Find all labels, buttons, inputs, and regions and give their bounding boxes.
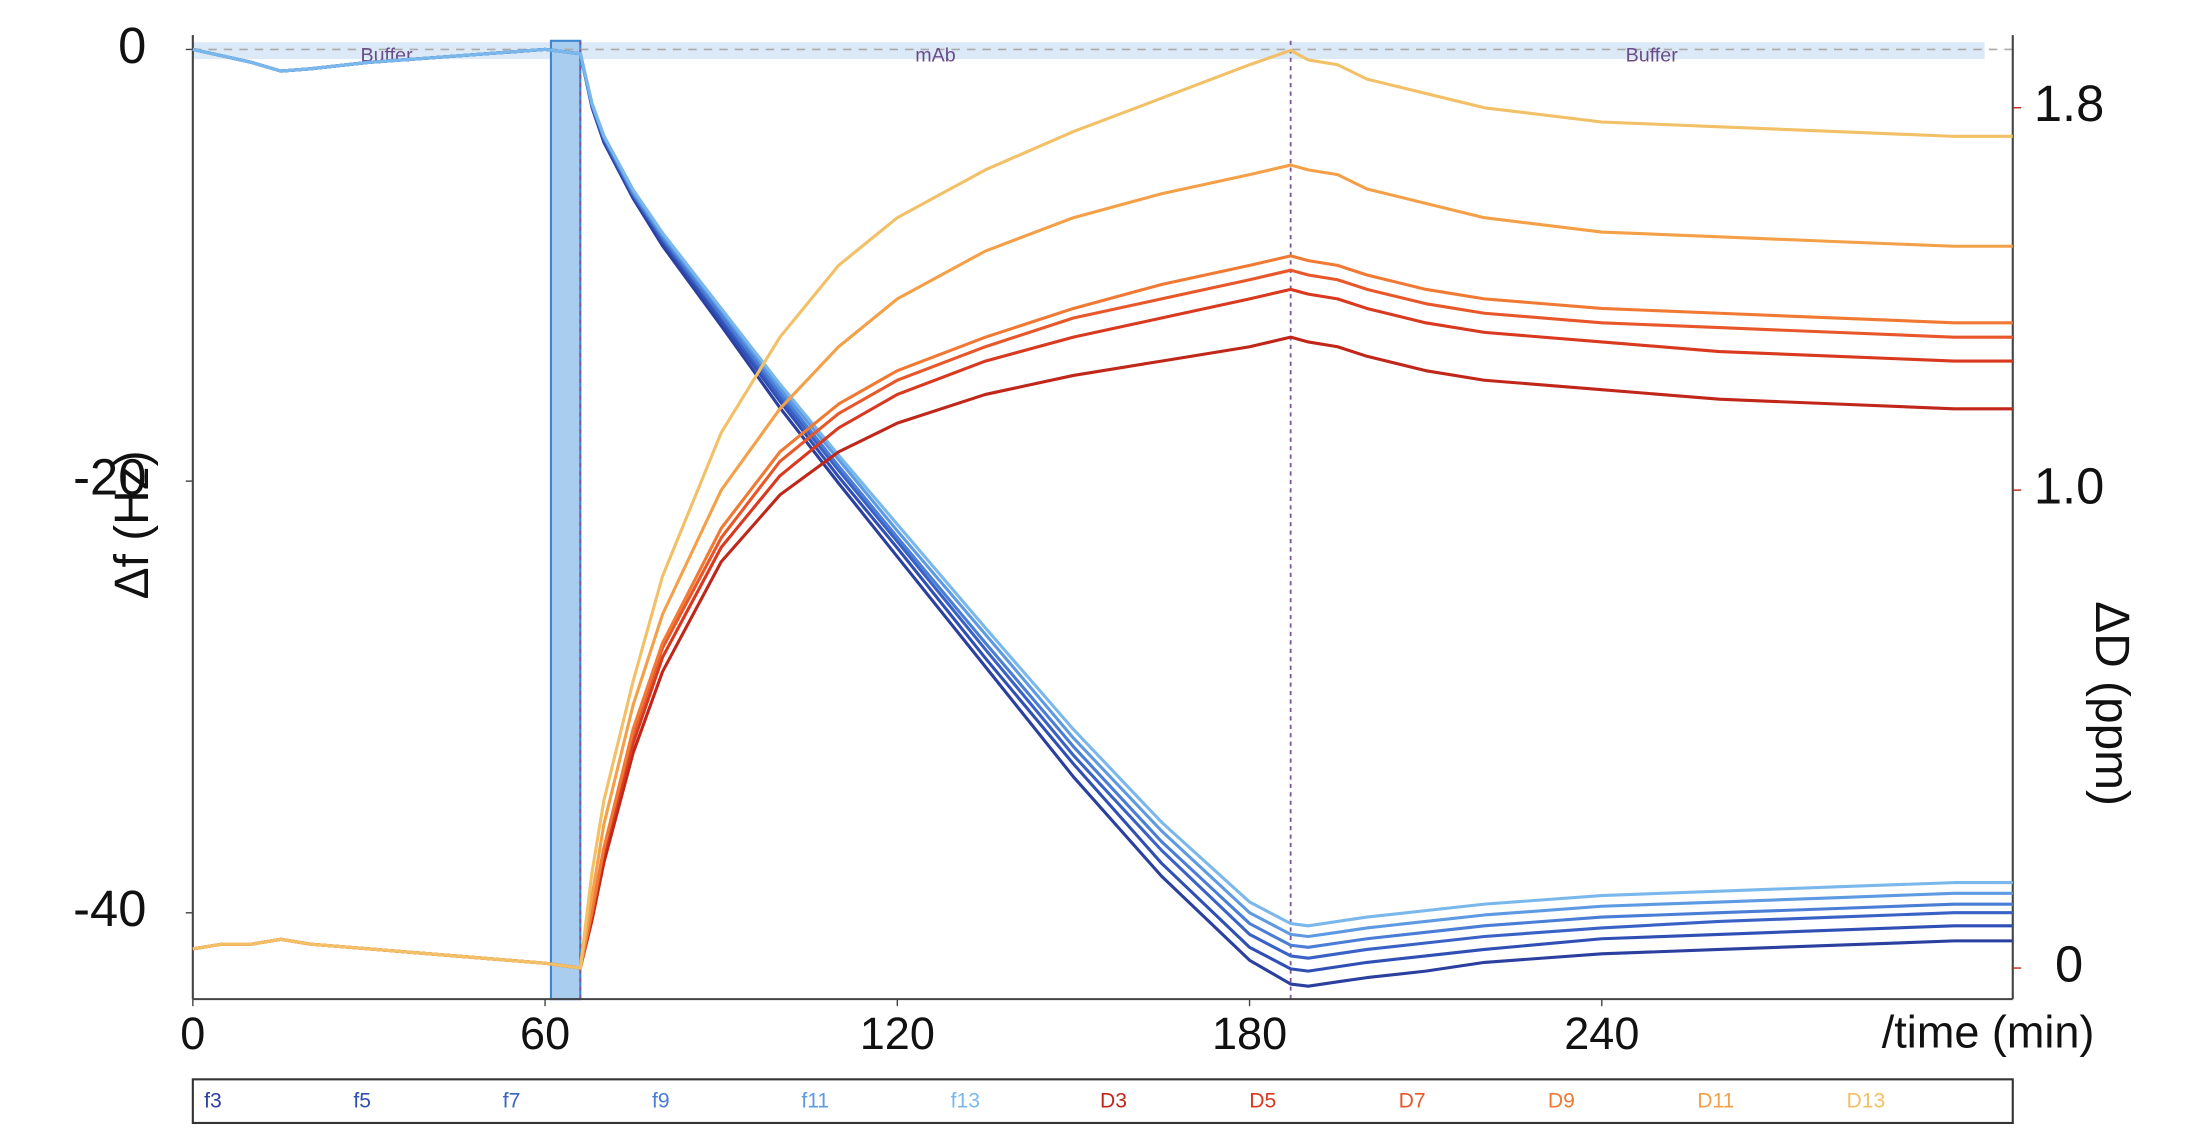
y2-tick-label: 1.0 [2034,457,2104,514]
y-tick-label: -20 [73,448,146,505]
phase-label: mAb [915,44,956,66]
phase-label: Buffer [1626,44,1679,66]
legend-entry: f7 [503,1089,521,1112]
legend-entry: D3 [1100,1089,1127,1112]
x-tick-label: 120 [860,1008,935,1059]
legend-entry: f9 [652,1089,670,1112]
legend-entry: f11 [801,1089,829,1112]
legend-entry: D5 [1249,1089,1276,1112]
y-tick-label: 0 [118,17,146,74]
legend-entry: D9 [1548,1089,1575,1112]
y-axis-label: Δf (Hz) [106,450,159,599]
highlight-band [549,39,582,1001]
legend-entry: f3 [204,1089,222,1112]
legend-entry: D13 [1847,1089,1886,1112]
legend-box [191,1078,2014,1125]
legend-entry: f5 [353,1089,371,1112]
phase-band [192,42,1985,60]
legend-entry: D7 [1399,1089,1426,1112]
legend-entry: D11 [1697,1089,1734,1112]
y2-tick-label: 1.8 [2034,75,2104,132]
series-line [192,47,2013,928]
legend-entry: f13 [951,1089,980,1112]
x-tick-label: 60 [520,1008,570,1059]
x-tick-label: 0 [180,1008,205,1059]
y2-axis-label: ΔD (ppm) [2085,601,2138,806]
y2-tick-label: 0 [2055,935,2083,992]
x-axis-label: /time (min) [1882,1007,2095,1058]
series-line [192,48,2013,970]
x-tick-label: 240 [1564,1008,1639,1059]
y-tick-label: -40 [73,880,146,937]
x-tick-label: 180 [1212,1008,1287,1059]
